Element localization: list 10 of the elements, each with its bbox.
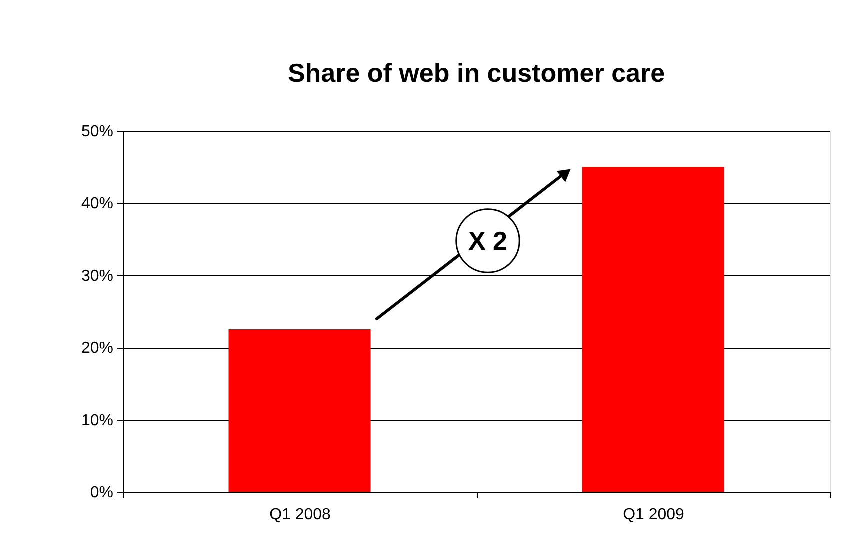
y-tick-label: 40% bbox=[81, 196, 114, 213]
chart-title: Share of web in customer care bbox=[288, 58, 666, 88]
y-tick-label: 10% bbox=[81, 412, 114, 430]
x-tick-label: Q1 2009 bbox=[623, 506, 685, 524]
annotation: X 2 bbox=[468, 226, 508, 256]
y-tick-label: 0% bbox=[90, 484, 114, 502]
x-tick-label: Q1 2008 bbox=[270, 506, 332, 524]
y-tick-label: 50% bbox=[81, 124, 114, 140]
y-tick-label: 20% bbox=[81, 340, 114, 358]
y-tick-label: 30% bbox=[81, 268, 114, 285]
